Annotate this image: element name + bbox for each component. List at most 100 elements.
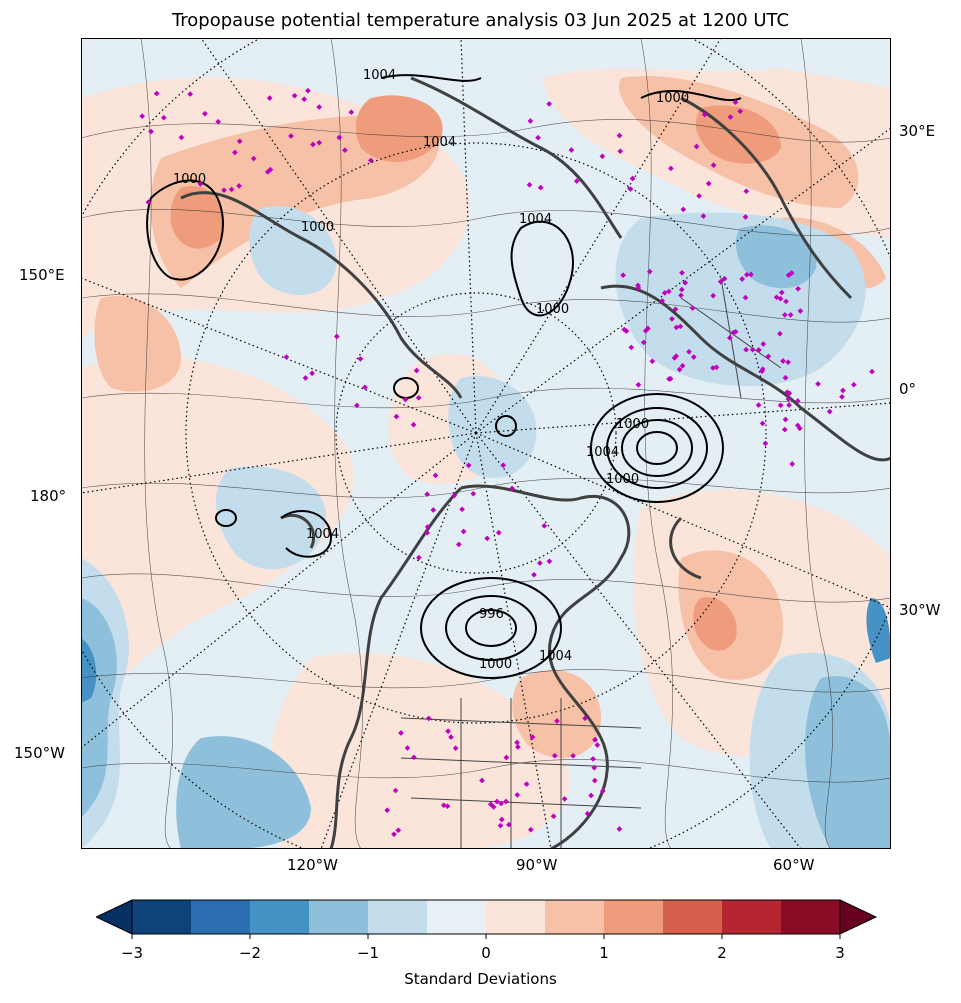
station-marker	[509, 485, 515, 492]
contour-label: 1000	[536, 302, 569, 317]
station-marker	[497, 822, 504, 829]
colorbar-tick: −1	[356, 944, 380, 962]
contour-label: 996	[479, 607, 504, 622]
colorbar-tick: 0	[481, 944, 491, 962]
station-marker	[573, 178, 580, 184]
station-marker	[693, 143, 700, 150]
station-marker	[148, 128, 154, 135]
station-marker	[445, 728, 451, 735]
colorbar-segment	[368, 900, 428, 934]
station-marker	[506, 821, 512, 828]
station-marker	[250, 155, 257, 162]
station-marker	[404, 745, 411, 751]
station-marker	[755, 347, 762, 353]
station-marker	[682, 279, 689, 286]
colorbar-segment	[781, 900, 841, 934]
station-marker	[305, 87, 311, 94]
contour-label: 1000	[479, 657, 512, 672]
contour-label: 1004	[363, 68, 396, 83]
station-marker	[465, 462, 472, 469]
station-marker	[781, 426, 788, 433]
station-marker	[710, 365, 716, 371]
station-marker	[743, 271, 750, 278]
station-marker	[701, 111, 708, 118]
station-marker	[527, 826, 534, 833]
very-cold-anomaly-region	[866, 598, 891, 663]
lon-label-60w: 60°W	[773, 856, 815, 874]
station-marker	[789, 461, 796, 467]
colorbar-segment	[309, 900, 369, 934]
station-marker	[667, 375, 674, 382]
station-marker	[743, 346, 749, 353]
station-marker	[415, 394, 422, 401]
station-marker	[362, 384, 368, 391]
lon-label-90w: 90°W	[516, 856, 558, 874]
station-marker	[737, 108, 744, 115]
station-marker	[393, 413, 400, 420]
station-marker	[759, 420, 766, 427]
positive-anomaly-region	[81, 356, 354, 738]
station-marker	[288, 133, 294, 139]
station-marker	[444, 803, 451, 810]
station-marker	[642, 327, 649, 334]
station-marker	[777, 295, 784, 302]
station-marker	[395, 827, 402, 834]
station-marker	[309, 370, 315, 377]
very-cold-anomaly-region	[81, 638, 97, 703]
colorbar-tick: −2	[238, 944, 262, 962]
station-marker	[673, 324, 680, 331]
colorbar-extend-high	[839, 899, 878, 935]
station-marker	[594, 742, 601, 748]
colorbar-tick: −3	[120, 944, 144, 962]
station-marker	[424, 524, 431, 530]
station-marker	[591, 777, 598, 784]
cold-anomaly-region	[735, 225, 817, 289]
strong-warm-anomaly-region	[355, 95, 443, 162]
station-marker	[796, 425, 803, 432]
station-marker	[554, 718, 560, 724]
cool-anomaly-region	[249, 206, 337, 295]
chart-title: Tropopause potential temperature analysi…	[171, 10, 790, 31]
station-marker	[869, 368, 875, 375]
station-marker	[710, 162, 717, 169]
station-marker	[677, 323, 684, 330]
station-marker	[797, 308, 804, 314]
station-marker	[726, 334, 733, 341]
station-marker	[302, 375, 309, 381]
station-marker	[354, 402, 360, 409]
station-marker	[197, 181, 204, 187]
contour-label: 1000	[301, 220, 334, 235]
station-marker	[537, 560, 543, 566]
contour-label: 1004	[586, 445, 619, 460]
station-marker	[679, 269, 685, 276]
station-marker	[316, 104, 323, 110]
station-marker	[357, 356, 364, 362]
station-marker	[783, 298, 789, 305]
colorbar-label: Standard Deviations	[404, 970, 557, 988]
colorbar-extend-low	[96, 899, 133, 935]
station-marker	[749, 346, 756, 353]
colorbar-segment	[427, 900, 487, 934]
station-marker	[696, 193, 702, 199]
station-marker	[523, 781, 530, 787]
station-marker	[623, 328, 630, 334]
station-marker	[228, 186, 235, 193]
station-marker	[635, 282, 641, 289]
station-marker	[787, 312, 794, 318]
station-marker	[535, 134, 541, 141]
station-marker	[316, 139, 323, 146]
station-marker	[635, 381, 642, 388]
station-marker	[384, 807, 391, 814]
station-marker	[780, 358, 786, 364]
station-marker	[679, 362, 686, 369]
positive-anomaly-region	[268, 652, 570, 849]
station-marker	[599, 788, 606, 794]
station-marker	[742, 294, 749, 301]
station-marker	[236, 183, 242, 189]
station-marker	[215, 118, 222, 125]
station-marker	[815, 381, 821, 387]
station-marker	[310, 141, 316, 148]
station-marker	[739, 276, 746, 282]
station-marker	[490, 804, 497, 810]
mslp-contours	[146, 74, 742, 679]
